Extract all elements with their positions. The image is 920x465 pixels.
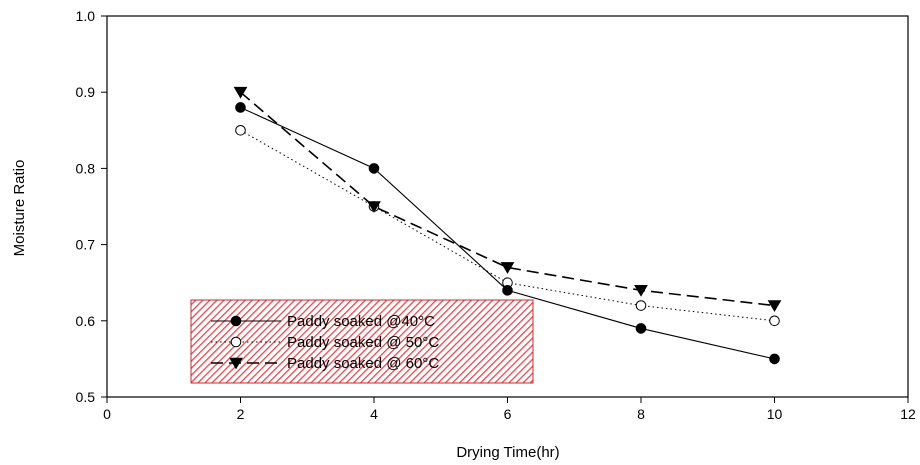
series-line [239,91,775,307]
legend-marker [230,336,242,348]
legend-item: Paddy soaked @40°C [211,313,435,330]
x-axis-label: Drying Time(hr) [456,444,559,461]
x-tick-label: 10 [767,406,783,422]
x-tick-label: 2 [237,406,245,422]
x-tick-label: 8 [637,406,645,422]
data-point [235,102,246,113]
data-point [634,285,648,297]
legend-item: Paddy soaked @ 50°C [211,334,439,351]
x-tick-label: 0 [103,406,111,422]
y-tick-label: 0.5 [76,389,96,405]
legend-marker [230,315,242,327]
data-point [235,125,246,136]
data-point [367,201,381,213]
y-tick-label: 0.9 [76,84,96,100]
legend-marker [229,357,243,370]
x-tick-label: 6 [504,406,512,422]
data-point [767,300,782,312]
series-3 [233,86,782,312]
data-point [500,262,515,274]
x-tick-label: 12 [900,406,916,422]
y-tick-label: 0.8 [76,160,96,176]
legend-label: Paddy soaked @ 50°C [287,334,439,351]
y-tick-label: 0.7 [76,237,96,253]
legend-label: Paddy soaked @ 60°C [287,355,439,372]
series-1 [235,102,780,365]
data-point [769,315,780,327]
y-tick-label: 1.0 [76,8,96,24]
data-point [769,353,780,365]
x-tick-label: 4 [370,406,378,422]
legend-item: Paddy soaked @ 60°C [211,355,439,372]
legend: Paddy soaked @40°C Paddy soaked @ 50°C Pad… [190,299,534,384]
y-axis-label: Moisture Ratio [11,160,28,257]
y-tick-label: 0.6 [76,313,96,329]
data-point [635,300,647,311]
legend-label: Paddy soaked @40°C [287,313,435,330]
data-point [233,86,248,99]
data-point [635,323,647,334]
data-point [502,285,513,296]
data-point [368,163,380,174]
